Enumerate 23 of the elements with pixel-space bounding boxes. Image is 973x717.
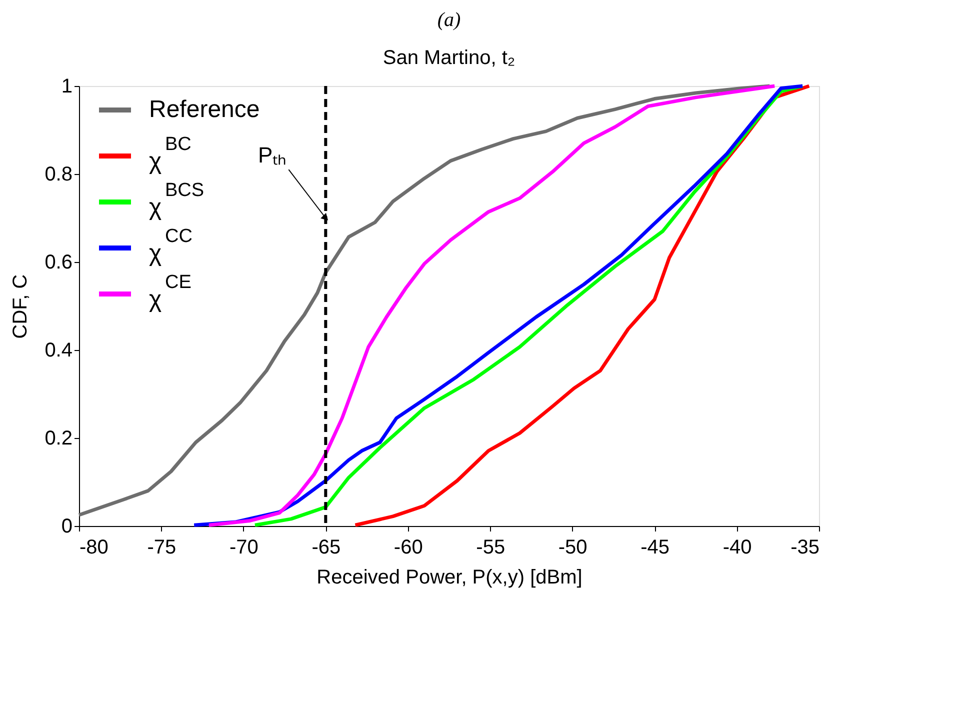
x-tick-label: -60 [394, 536, 423, 558]
x-tick-label: -65 [312, 536, 341, 558]
x-tick-label: -75 [147, 536, 176, 558]
x-tick-label: -50 [558, 536, 588, 558]
x-tick-label: -55 [476, 536, 506, 558]
y-axis-title: CDF, C [10, 274, 32, 339]
x-tick-label: -35 [790, 536, 820, 558]
chart-title: San Martino, t₂ [382, 47, 516, 69]
legend-label: Reference [149, 96, 260, 123]
y-tick-label: 0.2 [44, 428, 72, 450]
y-tick-label: 0.6 [44, 252, 72, 274]
x-tick-label: -70 [229, 536, 258, 558]
y-tick-label: 0.8 [44, 164, 72, 186]
y-tick-label: 0 [61, 516, 72, 538]
text: (a) [437, 9, 461, 31]
y-tick-label: 1 [61, 76, 72, 98]
y-tick-label: 0.4 [44, 340, 72, 362]
line-series [77, 84, 772, 517]
x-tick-label: -45 [640, 536, 670, 558]
x-tick-label: -80 [80, 536, 108, 558]
ref-line-label: Pₜₕ [258, 142, 287, 168]
x-axis-title: Received Power, P(x,y) [dBm] [316, 566, 582, 588]
x-tick-label: -40 [722, 536, 752, 558]
